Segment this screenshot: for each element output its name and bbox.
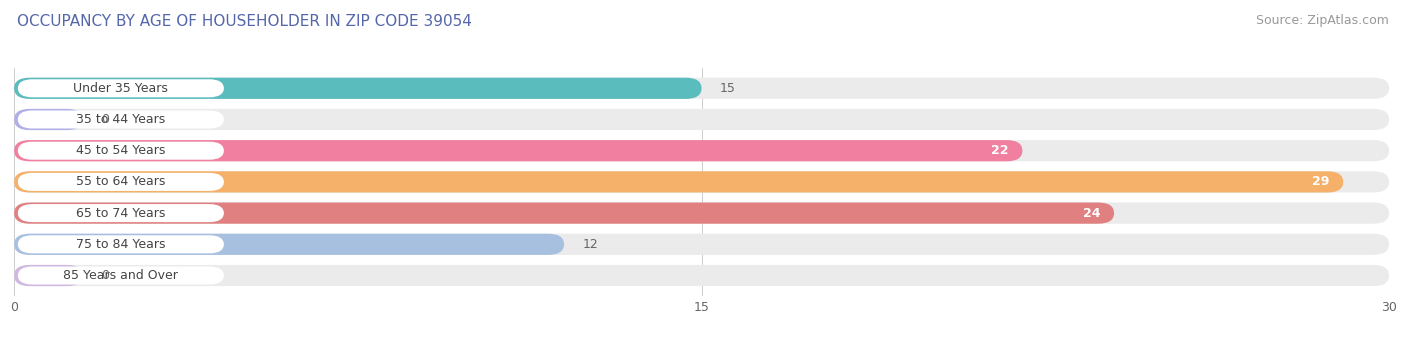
- Text: OCCUPANCY BY AGE OF HOUSEHOLDER IN ZIP CODE 39054: OCCUPANCY BY AGE OF HOUSEHOLDER IN ZIP C…: [17, 14, 472, 29]
- FancyBboxPatch shape: [14, 234, 564, 255]
- FancyBboxPatch shape: [14, 203, 1389, 224]
- FancyBboxPatch shape: [18, 142, 224, 160]
- Text: 85 Years and Over: 85 Years and Over: [63, 269, 179, 282]
- Text: 12: 12: [582, 238, 598, 251]
- FancyBboxPatch shape: [14, 234, 1389, 255]
- FancyBboxPatch shape: [18, 235, 224, 253]
- Text: 22: 22: [991, 144, 1008, 157]
- Text: 0: 0: [101, 269, 110, 282]
- Text: 45 to 54 Years: 45 to 54 Years: [76, 144, 166, 157]
- Text: 35 to 44 Years: 35 to 44 Years: [76, 113, 166, 126]
- FancyBboxPatch shape: [14, 265, 1389, 286]
- Text: 24: 24: [1083, 207, 1101, 220]
- FancyBboxPatch shape: [18, 267, 224, 285]
- FancyBboxPatch shape: [18, 204, 224, 222]
- FancyBboxPatch shape: [14, 78, 702, 99]
- Text: 15: 15: [720, 82, 735, 95]
- FancyBboxPatch shape: [14, 109, 1389, 130]
- FancyBboxPatch shape: [18, 79, 224, 97]
- FancyBboxPatch shape: [14, 171, 1343, 192]
- Text: Source: ZipAtlas.com: Source: ZipAtlas.com: [1256, 14, 1389, 27]
- Text: 0: 0: [101, 113, 110, 126]
- Text: 75 to 84 Years: 75 to 84 Years: [76, 238, 166, 251]
- FancyBboxPatch shape: [14, 265, 83, 286]
- FancyBboxPatch shape: [14, 140, 1389, 161]
- Text: 55 to 64 Years: 55 to 64 Years: [76, 175, 166, 188]
- Text: 29: 29: [1312, 175, 1330, 188]
- Text: Under 35 Years: Under 35 Years: [73, 82, 169, 95]
- FancyBboxPatch shape: [18, 110, 224, 129]
- FancyBboxPatch shape: [14, 171, 1389, 192]
- FancyBboxPatch shape: [18, 173, 224, 191]
- FancyBboxPatch shape: [14, 203, 1114, 224]
- FancyBboxPatch shape: [14, 109, 83, 130]
- FancyBboxPatch shape: [14, 78, 1389, 99]
- Text: 65 to 74 Years: 65 to 74 Years: [76, 207, 166, 220]
- FancyBboxPatch shape: [14, 140, 1022, 161]
